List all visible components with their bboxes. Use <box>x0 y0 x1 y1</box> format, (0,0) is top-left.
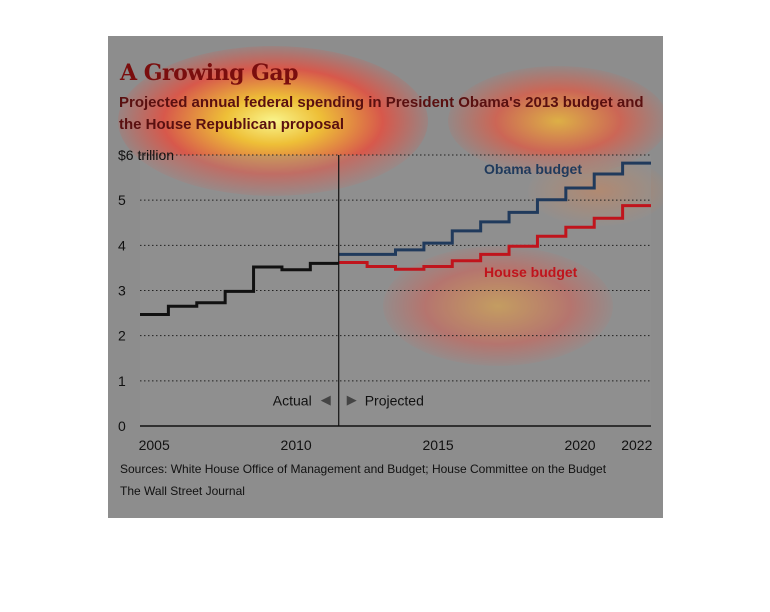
series-label-obama: Obama budget <box>484 161 582 177</box>
chart-subtitle: Projected annual federal spending in Pre… <box>119 94 644 133</box>
y-tick-label: 4 <box>118 237 126 253</box>
left-arrow-icon <box>320 395 331 406</box>
y-tick-label: 0 <box>118 418 126 434</box>
chart-title: A Growing Gap <box>120 60 299 86</box>
y-tick-label: 1 <box>118 373 126 389</box>
right-arrow-icon <box>346 395 357 406</box>
projected-label: Projected <box>365 393 424 409</box>
actual-label: Actual <box>273 393 312 409</box>
chart-svg: 0 1 2 3 4 5 $6 trillion 2005 2010 2015 2020 2022 Act… <box>118 147 653 453</box>
y-axis-top-label: $6 trillion <box>118 147 174 163</box>
y-tick-label: 5 <box>118 192 126 208</box>
x-tick-label: 2005 <box>139 437 170 453</box>
series-line-actual <box>140 261 339 316</box>
x-tick-label: 2022 <box>621 437 652 453</box>
chart-panel: A Growing Gap Projected annual federal s… <box>108 36 663 518</box>
series-label-house: House budget <box>484 264 578 280</box>
series-line-obama <box>338 161 651 256</box>
publication-credit: The Wall Street Journal <box>120 484 245 498</box>
x-tick-label: 2010 <box>281 437 312 453</box>
sources-note: Sources: White House Office of Managemen… <box>120 462 607 476</box>
y-tick-label: 3 <box>118 283 126 299</box>
series-line-house <box>338 204 651 271</box>
x-tick-label: 2015 <box>423 437 454 453</box>
y-tick-label: 2 <box>118 328 126 344</box>
x-tick-label: 2020 <box>564 437 595 453</box>
